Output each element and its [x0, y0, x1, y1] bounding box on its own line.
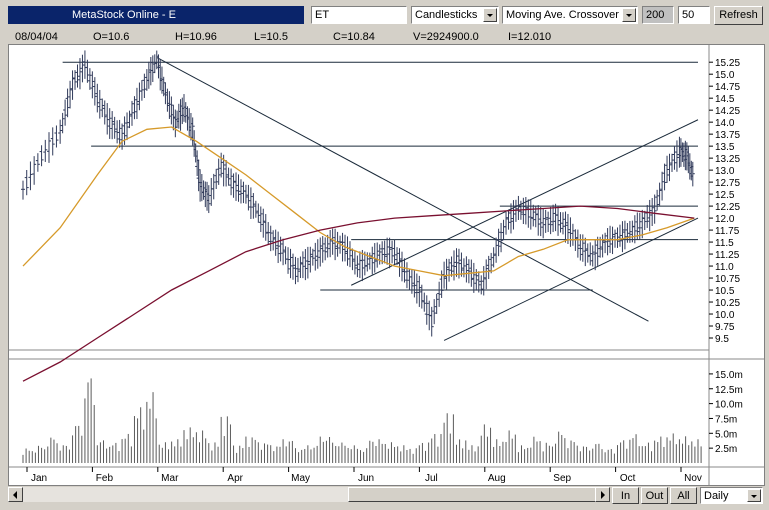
- price-tick-label: 10.5: [715, 286, 735, 297]
- refresh-button[interactable]: Refresh: [714, 6, 763, 25]
- month-label: Sep: [553, 473, 571, 484]
- volume-tick-label: 7.5m: [715, 414, 737, 425]
- ohlc-volume: V=2924900.0: [413, 31, 479, 43]
- chart-frame: 15.25 15.0 14.75 14.5 14.25 14.0 13.75 13.5 13.2…: [8, 44, 765, 486]
- chart-style-select[interactable]: Candlesticks: [411, 6, 499, 24]
- month-label: Jul: [425, 473, 438, 484]
- ohlc-open: O=10.6: [93, 31, 130, 43]
- period-long-input[interactable]: 200: [642, 6, 674, 24]
- price-tick-label: 11.0: [715, 262, 734, 273]
- price-tick-label: 10.75: [715, 274, 740, 285]
- month-label: Oct: [620, 473, 636, 484]
- ohlc-close: C=10.84: [333, 31, 375, 43]
- scroll-left-icon[interactable]: [8, 487, 23, 502]
- ohlc-high: H=10.96: [175, 31, 217, 43]
- price-tick-label: 11.5: [715, 238, 734, 249]
- price-tick-label: 13.25: [715, 154, 740, 165]
- period-short-input-value: 50: [682, 9, 695, 21]
- window-title-text: MetaStock Online - E: [72, 9, 176, 21]
- trendline: [156, 56, 649, 322]
- month-label: Nov: [684, 473, 702, 484]
- zoom-all-button[interactable]: All: [670, 487, 697, 504]
- price-tick-label: 14.25: [715, 106, 740, 117]
- indicator-select[interactable]: Moving Ave. Crossover: [502, 6, 638, 24]
- price-tick-label: 9.75: [715, 322, 735, 333]
- symbol-input[interactable]: ET: [311, 6, 407, 24]
- price-bars: [21, 50, 695, 337]
- month-label: Jun: [358, 473, 374, 484]
- price-tick-label: 13.0: [715, 166, 735, 177]
- long-moving-average: [22, 205, 695, 382]
- volume-tick-label: 15.0m: [715, 370, 743, 381]
- horizontal-scrollbar[interactable]: [8, 487, 610, 502]
- price-axis: 15.2515.014.7514.514.2514.013.7513.513.2…: [709, 58, 740, 345]
- window-title: MetaStock Online - E: [8, 6, 304, 24]
- price-tick-label: 14.5: [715, 94, 735, 105]
- price-tick-label: 10.0: [715, 310, 735, 321]
- symbol-input-value: ET: [315, 9, 330, 21]
- price-tick-label: 14.0: [715, 118, 735, 129]
- price-tick-label: 12.5: [715, 190, 735, 201]
- price-tick-label: 13.5: [715, 142, 735, 153]
- volume-bars: [22, 378, 702, 463]
- month-axis: Jan Feb Mar Apr May Jun Jul Aug Sep Oct Nov: [26, 467, 702, 484]
- price-tick-label: 12.25: [715, 202, 740, 213]
- price-tick-label: 12.75: [715, 178, 740, 189]
- volume-tick-label: 2.5m: [715, 444, 737, 455]
- price-tick-label: 10.25: [715, 298, 740, 309]
- period-long-input-value: 200: [646, 9, 665, 21]
- period-short-input[interactable]: 50: [678, 6, 710, 24]
- chevron-down-icon[interactable]: [622, 8, 636, 22]
- price-tick-label: 11.75: [715, 226, 740, 237]
- ohlc-readout: 08/04/04 O=10.6 H=10.96 L=10.5 C=10.84 V…: [0, 30, 769, 44]
- chart-style-select-value: Candlesticks: [415, 9, 478, 21]
- price-tick-label: 15.0: [715, 70, 735, 81]
- short-moving-average: [22, 126, 695, 277]
- price-tick-label: 13.75: [715, 130, 740, 141]
- price-tick-label: 14.75: [715, 82, 740, 93]
- volume-tick-label: 10.0m: [715, 400, 743, 411]
- price-tick-label: 9.5: [715, 334, 729, 345]
- month-label: Aug: [488, 473, 506, 484]
- month-label: Mar: [161, 473, 179, 484]
- price-tick-label: 11.25: [715, 250, 740, 261]
- scrollbar-thumb[interactable]: [348, 487, 603, 502]
- period-select[interactable]: Daily: [700, 487, 763, 504]
- chevron-down-icon[interactable]: [483, 8, 497, 22]
- zoom-in-button[interactable]: In: [612, 487, 639, 504]
- zoom-out-button[interactable]: Out: [641, 487, 668, 504]
- ohlc-low: L=10.5: [254, 31, 288, 43]
- month-label: Jan: [31, 473, 47, 484]
- trendline: [443, 217, 699, 341]
- month-label: Apr: [227, 473, 243, 484]
- chart-grid: [9, 45, 764, 485]
- toolbar: MetaStock Online - E ET Candlesticks Mov…: [0, 0, 769, 30]
- indicator-select-value: Moving Ave. Crossover: [506, 9, 619, 21]
- trendline: [350, 119, 699, 286]
- month-label: Feb: [96, 473, 114, 484]
- price-chart[interactable]: 15.2515.014.7514.514.2514.013.7513.513.2…: [9, 45, 764, 485]
- volume-tick-label: 5.0m: [715, 429, 737, 440]
- ohlc-indicator: I=12.010: [508, 31, 552, 43]
- period-select-value: Daily: [704, 490, 729, 502]
- scroll-right-icon[interactable]: [595, 487, 610, 502]
- month-label: May: [291, 473, 310, 484]
- price-tick-label: 15.25: [715, 58, 740, 69]
- ohlc-date: 08/04/04: [15, 31, 58, 43]
- trendlines: [9, 56, 709, 351]
- chevron-down-icon[interactable]: [747, 489, 761, 502]
- moving-averages: [22, 126, 695, 382]
- volume-axis: 15.0m 12.5m 10.0m 7.5m 5.0m 2.5m: [709, 370, 743, 455]
- price-tick-label: 12.0: [715, 214, 735, 225]
- volume-tick-label: 12.5m: [715, 385, 743, 396]
